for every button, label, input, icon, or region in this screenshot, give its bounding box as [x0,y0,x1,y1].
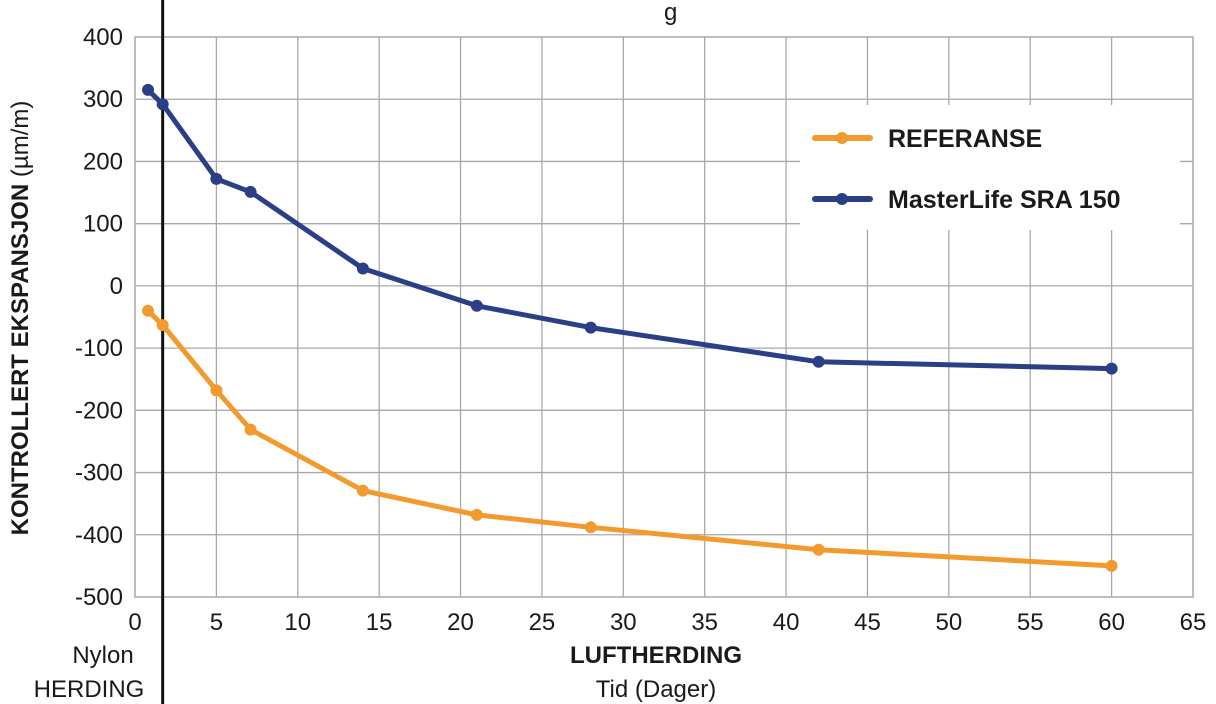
x-tick-label: 65 [1180,609,1207,636]
legend-marker-referanse [836,132,848,144]
x-tick-label: 15 [366,609,393,636]
y-tick-label: 100 [83,211,123,238]
legend-marker-masterlife [836,193,848,205]
y-tick-label: 0 [110,273,123,300]
legend-label-masterlife: MasterLife SRA 150 [888,186,1121,214]
data-point-masterlife-sra-150 [584,321,597,334]
data-point-masterlife-sra-150 [470,299,483,312]
y-tick-label: -200 [75,397,123,424]
data-point-masterlife-sra-150 [1105,362,1118,375]
series-group [142,83,1118,572]
y-tick-label: -100 [75,335,123,362]
data-point-referanse [244,423,257,436]
series-line-referanse [145,308,1115,569]
data-point-referanse [584,521,597,534]
y-axis-ticks: 400 300 200 100 0 -100 -200 -300 -400 -500 [75,24,123,611]
data-point-referanse [470,508,483,521]
data-point-referanse [142,304,155,317]
data-point-masterlife-sra-150 [812,355,825,368]
herding-label: HERDING [34,676,145,703]
y-tick-label: -400 [75,522,123,549]
y-tick-label: 300 [83,86,123,113]
x-axis-title: LUFTHERDING [570,642,742,669]
data-point-masterlife-sra-150 [244,185,257,198]
data-point-referanse [210,384,223,397]
x-tick-label: 5 [210,609,223,636]
x-tick-label: 40 [773,609,800,636]
x-axis-ticks: 0 5 10 15 20 25 30 35 40 45 50 55 60 65 [128,609,1206,636]
x-tick-label: 35 [691,609,718,636]
data-point-referanse [356,484,369,497]
legend-label-referanse: REFERANSE [888,125,1042,153]
y-tick-label: 400 [83,24,123,51]
data-point-referanse [156,319,169,332]
x-tick-label: 25 [529,609,556,636]
x-tick-label: 55 [1017,609,1044,636]
x-tick-label: 10 [284,609,311,636]
y-axis-title-main: KONTROLLERT EKSPANSJON [7,184,34,536]
y-axis-title-unit: (µm/m) [7,101,34,184]
chart-title-fragment: g [664,0,677,26]
data-point-masterlife-sra-150 [156,98,169,111]
data-point-masterlife-sra-150 [142,83,155,96]
x-tick-label: 45 [854,609,881,636]
data-point-masterlife-sra-150 [210,172,223,185]
nylon-label: Nylon [72,642,133,669]
x-axis-subtitle: Tid (Dager) [596,676,716,703]
y-tick-label: 200 [83,148,123,175]
legend: REFERANSE MasterLife SRA 150 [812,125,1121,214]
y-tick-label: -500 [75,584,123,611]
x-tick-label: 20 [447,609,474,636]
plot-frame [134,36,1194,598]
x-tick-label: 30 [610,609,637,636]
x-tick-label: 60 [1098,609,1125,636]
data-point-referanse [1105,559,1118,572]
x-tick-label: 0 [128,609,141,636]
data-point-referanse [812,543,825,556]
y-tick-label: -300 [75,460,123,487]
legend-box [800,105,1180,230]
x-tick-label: 50 [935,609,962,636]
data-point-masterlife-sra-150 [356,262,369,275]
grid-lines [134,36,1194,598]
y-axis-title: KONTROLLERT EKSPANSJON (µm/m) [7,101,34,536]
